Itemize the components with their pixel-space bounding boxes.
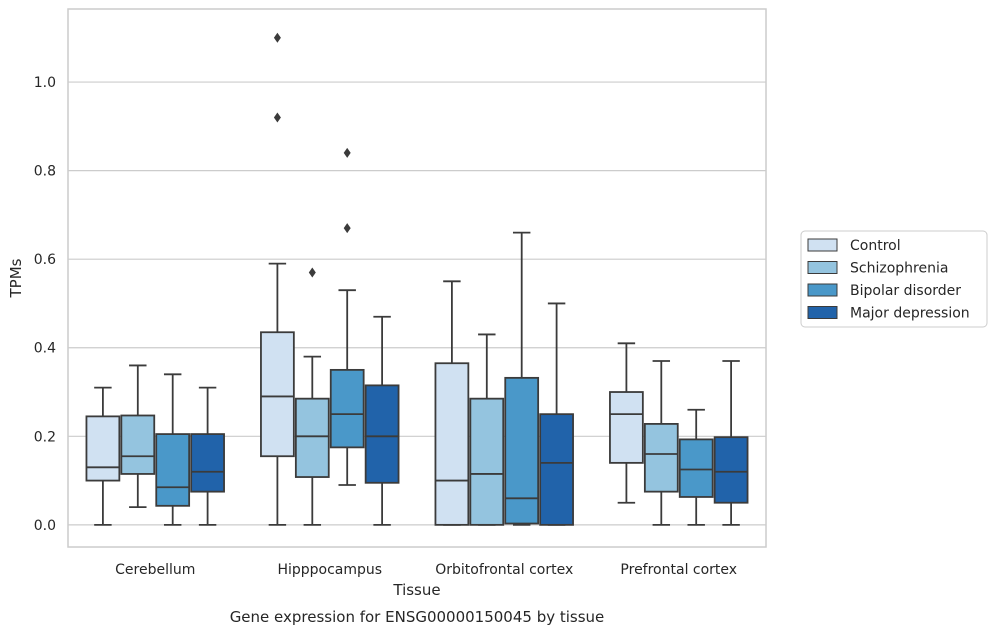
outlier-point [343,223,351,234]
box-schizophrenia [469,333,505,526]
box-schizophrenia [120,364,156,509]
outlier-point [343,147,351,158]
box-iqr [85,415,121,482]
box-bipolar-disorder [504,231,540,526]
legend-swatch [807,283,838,297]
box-iqr [643,423,679,493]
box-iqr [469,397,505,526]
y-tick-label: 0.0 [34,518,56,534]
x-tick-label: Orbitofrontal cortex [435,562,573,578]
box-schizophrenia [294,267,330,526]
x-axis-label: Tissue [392,581,440,599]
legend-swatch [807,238,838,252]
boxes [85,32,749,526]
box-schizophrenia [643,360,679,526]
outlier-point [273,32,281,43]
y-tick-label: 0.6 [34,252,56,268]
box-control [609,342,644,504]
outlier-point [308,267,316,278]
box-iqr [539,413,574,526]
box-iqr [364,384,400,484]
chart-title: Gene expression for ENSG00000150045 by t… [230,608,605,626]
box-iqr [434,362,470,526]
plot-frame [67,8,767,548]
legend-label: Bipolar disorder [850,283,961,299]
y-axis-label: TPMs [7,258,25,298]
box-major-depression [539,302,574,526]
box-iqr [120,414,156,475]
box-control [260,32,295,526]
y-tick-labels: 0.0 0.2 0.4 0.6 0.8 1.0 [34,75,56,534]
box-iqr [190,433,225,493]
legend-label: Control [850,238,901,254]
box-bipolar-disorder [155,373,191,526]
legend: Control Schizophrenia Bipolar disorder Majo… [800,230,988,328]
box-control [85,386,121,526]
box-iqr [504,376,540,525]
box-major-depression [364,315,400,526]
box-major-depression [190,386,225,526]
legend-swatch [807,306,838,319]
outlier-point [273,112,281,123]
x-tick-label: Prefrontal cortex [620,562,737,578]
box-iqr [609,391,644,464]
legend-label: Schizophrenia [850,261,948,277]
y-tick-label: 0.2 [34,429,56,445]
legend-swatch [807,261,838,274]
box-major-depression [713,360,749,526]
y-tick-label: 0.8 [34,164,56,180]
legend-label: Major depression [850,306,970,322]
legend-frame [800,230,988,328]
box-iqr [678,438,714,498]
box-bipolar-disorder [329,147,365,486]
x-tick-label: Hipppocampus [277,562,382,578]
box-iqr [260,331,295,458]
x-tick-labels: Cerebellum Hipppocampus Orbitofrontal cort… [115,562,737,578]
box-iqr [155,433,191,507]
box-iqr [713,436,749,504]
box-iqr [329,368,365,449]
y-tick-label: 0.4 [34,341,56,357]
y-tick-label: 1.0 [34,75,56,91]
box-iqr [294,397,330,478]
box-bipolar-disorder [678,408,714,526]
x-tick-label: Cerebellum [115,562,195,578]
box-control [434,280,470,526]
